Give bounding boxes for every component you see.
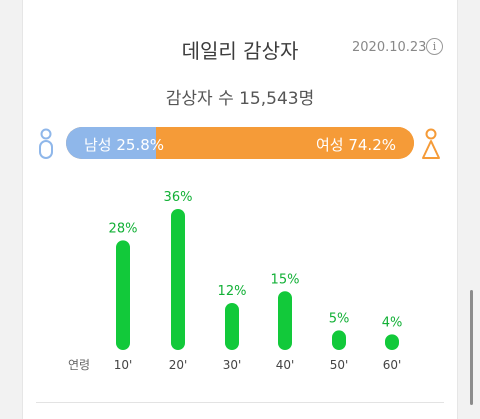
age-bar-value-label: 15%	[271, 272, 300, 287]
male-share-label: 남성 25.8%	[84, 136, 165, 154]
left-frame	[0, 0, 22, 419]
age-bar-value-label: 12%	[218, 284, 247, 299]
male-person-icon	[39, 128, 53, 159]
female-share-label: 여성 74.2%	[315, 136, 396, 154]
scrollbar[interactable]	[466, 0, 480, 419]
left-frame-border	[22, 0, 23, 419]
age-bar-0	[116, 240, 130, 350]
date-label: 2020.10.23	[352, 40, 427, 55]
info-icon[interactable]: i	[426, 38, 443, 55]
age-bar-value-label: 5%	[329, 311, 350, 326]
age-bar-5	[385, 334, 399, 350]
age-bar-2	[225, 303, 239, 350]
right-frame	[458, 0, 480, 419]
gender-ratio-bar: 남성 25.8% 여성 74.2%	[66, 127, 414, 159]
age-bar-value-label: 36%	[164, 190, 193, 205]
age-bar-value-label: 4%	[382, 315, 403, 330]
age-bar-1	[171, 209, 185, 350]
age-tick-label: 20'	[169, 358, 188, 372]
right-frame-border	[457, 0, 458, 419]
age-tick-label: 40'	[276, 358, 295, 372]
female-share-fill	[155, 127, 414, 159]
female-person-icon	[422, 128, 440, 159]
age-bar-value-label: 28%	[109, 221, 138, 236]
age-bar-4	[332, 330, 346, 350]
male-share-fill	[66, 127, 156, 159]
age-bar-3	[278, 291, 292, 350]
x-axis-label: 연령	[68, 358, 90, 372]
age-tick-label: 60'	[383, 358, 402, 372]
scrollbar-thumb[interactable]	[470, 290, 473, 405]
page-title: 데일리 감상자	[181, 39, 299, 63]
age-tick-label: 50'	[330, 358, 349, 372]
total-viewers: 감상자 수 15,543명	[165, 89, 315, 109]
age-tick-label: 30'	[223, 358, 242, 372]
age-tick-label: 10'	[114, 358, 133, 372]
card-divider	[36, 402, 444, 403]
